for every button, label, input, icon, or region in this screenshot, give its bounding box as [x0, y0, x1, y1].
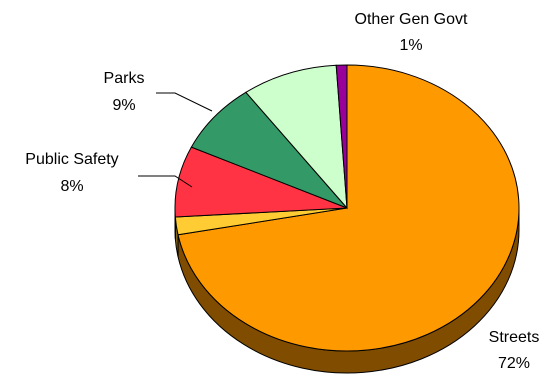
slice-label-parks: Parks — [104, 70, 145, 87]
leader-line-parks — [156, 92, 213, 112]
slice-0-streets — [177, 64, 520, 352]
slice-5-other-gen-govt — [335, 64, 348, 209]
slice-label-other-gen-govt: Other Gen Govt — [355, 11, 468, 28]
slice-percent-other-gen-govt: 1% — [399, 37, 422, 54]
slice-labels: Streets 72% Public Safety 8% Parks 9% Other Ge… — [25, 11, 539, 372]
leader-lines — [138, 92, 213, 188]
pie-top — [174, 64, 520, 352]
slice-percent-parks: 9% — [112, 97, 135, 114]
slice-label-streets: Streets — [489, 329, 540, 346]
slice-percent-streets: 72% — [498, 355, 530, 372]
slice-4-parks — [245, 64, 348, 210]
slice-percent-public-safety: 8% — [60, 178, 83, 195]
slice-label-public-safety: Public Safety — [25, 151, 118, 168]
leader-line-public-safety — [138, 175, 193, 188]
